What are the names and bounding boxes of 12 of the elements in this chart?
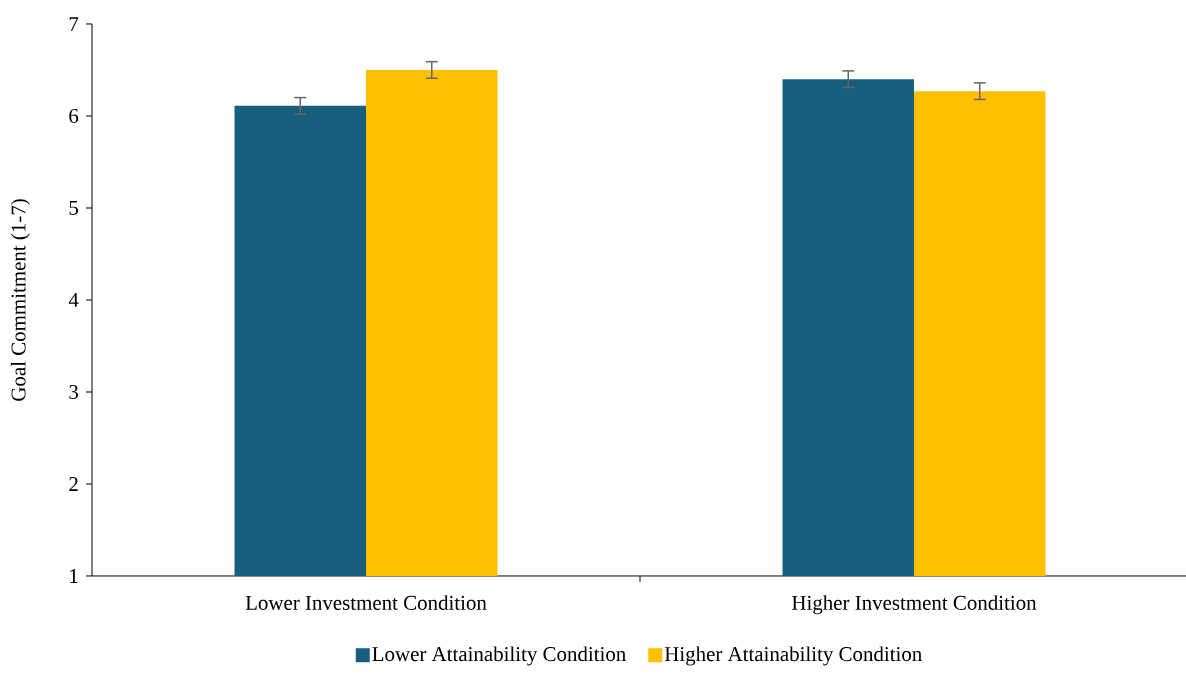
y-axis-title: Goal Commitment (1-7) (10, 199, 30, 401)
y-tick-label: 7 (69, 17, 79, 31)
y-tick-label: 4 (68, 293, 79, 307)
y-tick-label: 2 (69, 477, 78, 491)
y-tick-label: 1 (70, 569, 78, 583)
y-tick-label: 6 (69, 108, 79, 124)
legend-label: Higher Attainability Condition (664, 646, 922, 666)
legend-label: Lower Attainability Condition (372, 646, 626, 666)
y-tick-label: 5 (69, 201, 79, 215)
x-tick-label: Lower Investment Condition (245, 595, 487, 610)
x-tick-label: Higher Investment Condition (792, 595, 1037, 615)
y-tick-label: 3 (69, 384, 79, 400)
